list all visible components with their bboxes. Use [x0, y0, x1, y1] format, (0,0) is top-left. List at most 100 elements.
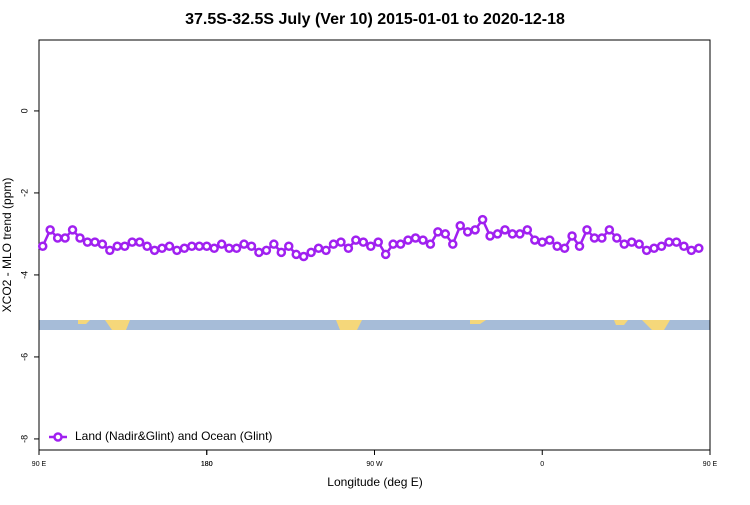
- x-tick-label: 90 E: [32, 461, 47, 468]
- data-point: [90, 237, 100, 247]
- data-point: [134, 237, 145, 247]
- data-point: [321, 245, 331, 256]
- data-point: [380, 249, 391, 260]
- data-point: [366, 241, 376, 251]
- data-point: [67, 225, 78, 235]
- data-point: [149, 245, 160, 256]
- data-point: [358, 237, 369, 247]
- data-point: [261, 245, 272, 256]
- data-point: [403, 235, 413, 245]
- land: [614, 320, 628, 325]
- chart-title: 37.5S-32.5S July (Ver 10) 2015-01-01 to …: [185, 11, 565, 28]
- land: [470, 320, 486, 324]
- data-point: [45, 225, 55, 235]
- data-point: [559, 243, 570, 254]
- map-strip: [39, 320, 710, 330]
- data-point: [298, 251, 309, 262]
- data-point: [164, 241, 175, 251]
- data-point: [97, 239, 108, 249]
- data-point: [686, 245, 697, 256]
- legend-label: Land (Nadir&Glint) and Ocean (Glint): [75, 429, 272, 443]
- data-point: [336, 237, 346, 247]
- land: [336, 320, 362, 330]
- data-point: [664, 237, 674, 247]
- data-point: [410, 233, 421, 243]
- y-tick-label: -6: [19, 353, 29, 361]
- data-point: [500, 225, 510, 235]
- data-point: [373, 237, 383, 247]
- data-point: [485, 231, 495, 241]
- data-point: [671, 237, 682, 247]
- data-point: [507, 229, 518, 239]
- data-point: [544, 235, 555, 245]
- data-point: [179, 243, 190, 254]
- data-point: [172, 245, 182, 256]
- data-point: [641, 245, 652, 256]
- data-point: [470, 225, 480, 235]
- data-point: [597, 233, 607, 243]
- land: [78, 320, 90, 324]
- x-tick-label: 180: [201, 461, 213, 468]
- data-point: [52, 233, 63, 243]
- land: [642, 320, 670, 330]
- data-point: [619, 239, 630, 249]
- data-point: [515, 229, 525, 239]
- land: [105, 320, 130, 330]
- data-point: [194, 241, 205, 251]
- data-point: [328, 239, 339, 249]
- data-point: [462, 227, 473, 237]
- data-point: [455, 220, 465, 231]
- data-point: [60, 233, 70, 243]
- data-point: [127, 237, 137, 247]
- data-point: [440, 229, 451, 239]
- data-point: [649, 243, 659, 254]
- legend-marker: [53, 432, 63, 442]
- data-point: [477, 214, 488, 225]
- y-axis-label: XCO2 - MLO trend (ppm): [0, 178, 14, 313]
- data-point: [284, 241, 294, 251]
- data-point: [37, 241, 48, 251]
- data-point: [313, 243, 324, 254]
- data-point: [246, 241, 257, 251]
- x-tick-label: 180: [201, 461, 213, 468]
- data-point: [433, 227, 443, 237]
- data-point: [343, 243, 354, 254]
- data-point: [589, 233, 600, 243]
- data-point: [291, 249, 301, 260]
- x-axis-label: Longitude (deg E): [327, 475, 422, 489]
- data-point: [276, 247, 287, 258]
- data-point: [626, 237, 637, 247]
- y-tick-label: -2: [19, 189, 29, 197]
- data-point: [75, 233, 85, 243]
- data-point: [634, 239, 644, 249]
- data-point: [216, 239, 227, 249]
- data-point: [604, 225, 615, 235]
- data-point: [522, 225, 533, 235]
- data-point: [395, 239, 406, 249]
- data-point: [209, 243, 219, 254]
- data-point: [82, 237, 93, 247]
- data-point: [157, 243, 167, 254]
- data-point: [119, 241, 130, 251]
- data-point: [448, 239, 458, 249]
- data-point: [574, 241, 585, 251]
- data-point: [679, 241, 689, 251]
- data-point: [269, 239, 279, 249]
- data-point: [105, 245, 115, 256]
- data-point: [530, 235, 540, 245]
- data-point: [492, 229, 503, 239]
- data-point: [582, 225, 592, 235]
- data-point: [656, 241, 667, 251]
- data-point: [306, 247, 316, 258]
- x-tick-label: 0: [540, 461, 544, 468]
- data-point: [418, 235, 428, 245]
- data-point: [425, 239, 436, 249]
- data-point: [537, 237, 547, 247]
- y-tick-label: -8: [19, 435, 29, 443]
- data-point: [231, 243, 242, 254]
- y-tick-label: 0: [19, 108, 29, 113]
- data-point: [694, 243, 704, 254]
- data-point: [567, 231, 577, 241]
- data-point: [112, 241, 123, 251]
